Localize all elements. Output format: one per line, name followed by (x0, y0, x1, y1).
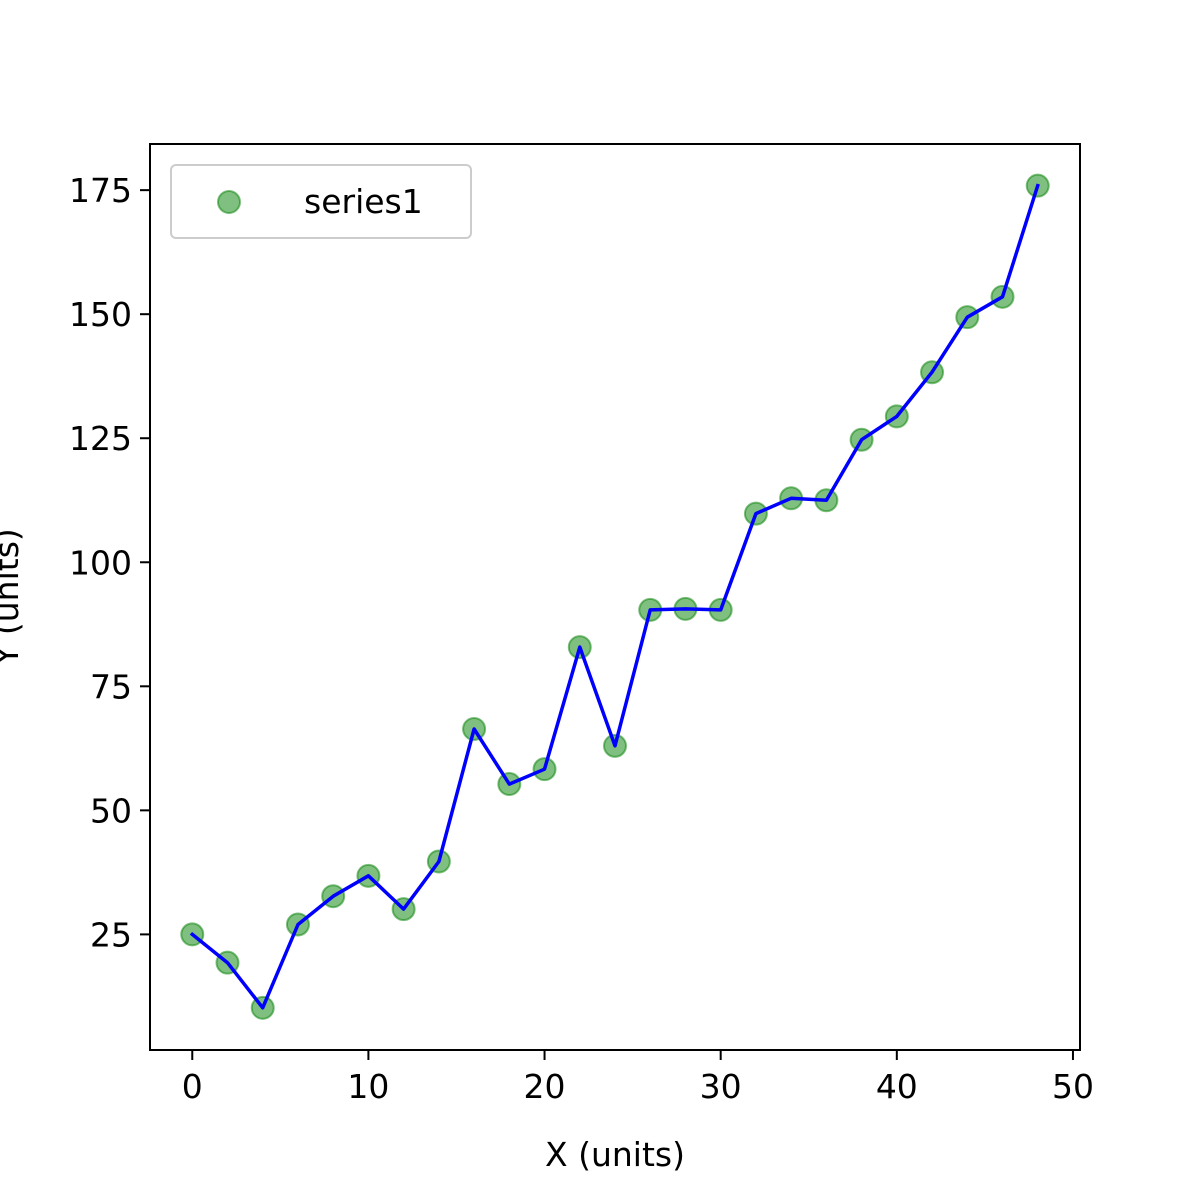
legend: series1 (170, 164, 472, 239)
x-tick-label: 40 (876, 1067, 918, 1106)
series-line (189, 183, 1040, 1010)
y-tick-label: 75 (90, 667, 132, 706)
y-tick-label: 175 (69, 171, 132, 210)
y-tick-label: 150 (69, 295, 132, 334)
series-layer (180, 173, 1050, 1020)
x-tick-label: 10 (347, 1067, 389, 1106)
legend-label-series1: series1 (304, 182, 423, 221)
y-tick-label: 125 (69, 419, 132, 458)
x-axis-ticks: 0 10 20 30 40 50 (182, 1050, 1094, 1106)
x-tick-label: 20 (524, 1067, 566, 1106)
x-tick-label: 50 (1052, 1067, 1094, 1106)
y-axis-ticks: 25 50 75 100 125 150 175 (69, 171, 150, 954)
y-tick-label: 100 (69, 543, 132, 582)
y-axis-label: Y (units) (0, 528, 26, 667)
x-tick-label: 0 (182, 1067, 203, 1106)
x-tick-label: 30 (700, 1067, 742, 1106)
plot-area (150, 144, 1080, 1050)
y-tick-label: 50 (90, 791, 132, 830)
y-tick-label: 25 (90, 915, 132, 954)
plot-frame (149, 143, 1081, 1051)
legend-box (170, 164, 472, 239)
x-axis-label: X (units) (545, 1135, 685, 1174)
legend-marker-series1 (217, 190, 241, 214)
